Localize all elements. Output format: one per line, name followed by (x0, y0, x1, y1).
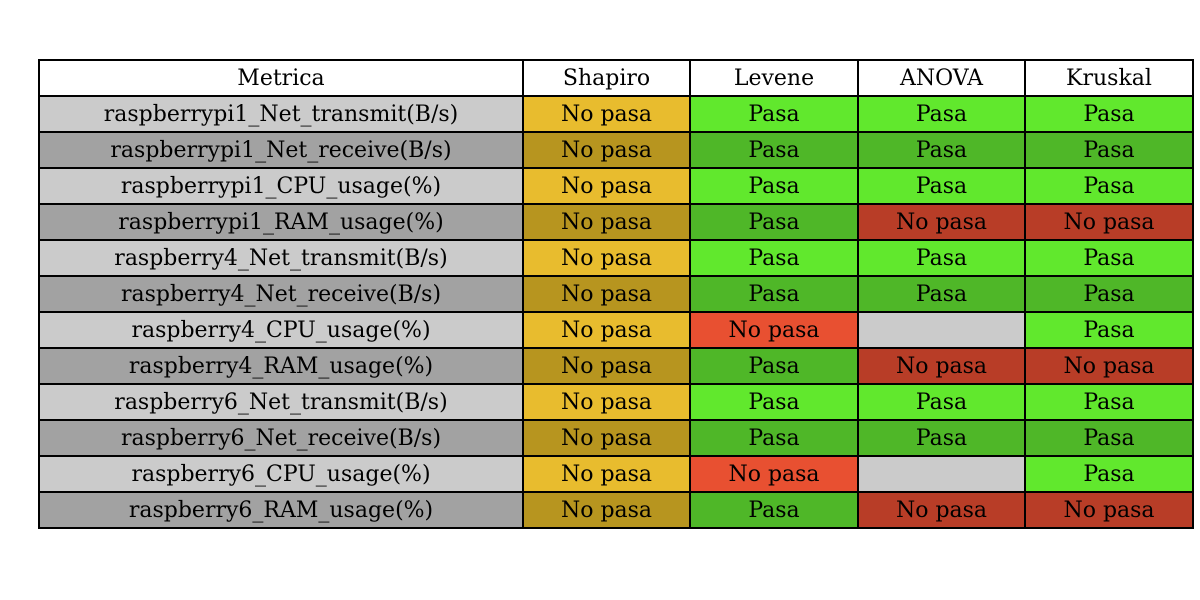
cell-metric: raspberry6_CPU_usage(%) (38, 455, 524, 493)
cell-kruskal: Pasa (1024, 419, 1194, 457)
header-cell-anova: ANOVA (857, 59, 1026, 97)
cell-shapiro: No pasa (522, 455, 691, 493)
cell-levene: No pasa (689, 311, 859, 349)
table-row: raspberry4_CPU_usage(%) No pasa No pasa Pas… (38, 311, 1194, 349)
cell-metric: raspberry6_RAM_usage(%) (38, 491, 524, 529)
cell-kruskal: Pasa (1024, 455, 1194, 493)
table-row: raspberry6_Net_transmit(B/s) No pasa Pasa P… (38, 383, 1194, 421)
cell-levene: Pasa (689, 131, 859, 169)
cell-levene: No pasa (689, 455, 859, 493)
cell-anova: Pasa (857, 383, 1026, 421)
cell-shapiro: No pasa (522, 311, 691, 349)
cell-shapiro: No pasa (522, 203, 691, 241)
cell-metric: raspberry4_RAM_usage(%) (38, 347, 524, 385)
cell-metric: raspberrypi1_Net_transmit(B/s) (38, 95, 524, 133)
table-row: raspberrypi1_Net_transmit(B/s) No pasa Pas… (38, 95, 1194, 133)
cell-levene: Pasa (689, 383, 859, 421)
cell-anova: No pasa (857, 203, 1026, 241)
cell-anova (857, 311, 1026, 349)
cell-metric: raspberrypi1_Net_receive(B/s) (38, 131, 524, 169)
cell-anova: Pasa (857, 167, 1026, 205)
cell-anova: Pasa (857, 419, 1026, 457)
cell-metric: raspberrypi1_RAM_usage(%) (38, 203, 524, 241)
table-row: raspberry4_Net_transmit(B/s) No pasa Pasa P… (38, 239, 1194, 277)
cell-kruskal: No pasa (1024, 203, 1194, 241)
cell-shapiro: No pasa (522, 383, 691, 421)
header-cell-kruskal: Kruskal (1024, 59, 1194, 97)
cell-kruskal: No pasa (1024, 491, 1194, 529)
cell-shapiro: No pasa (522, 347, 691, 385)
cell-kruskal: Pasa (1024, 95, 1194, 133)
cell-shapiro: No pasa (522, 491, 691, 529)
cell-levene: Pasa (689, 95, 859, 133)
cell-kruskal: No pasa (1024, 347, 1194, 385)
cell-levene: Pasa (689, 275, 859, 313)
cell-levene: Pasa (689, 491, 859, 529)
cell-levene: Pasa (689, 203, 859, 241)
cell-anova: No pasa (857, 491, 1026, 529)
table-row: raspberrypi1_CPU_usage(%) No pasa Pasa Pasa… (38, 167, 1194, 205)
table-row: raspberrypi1_RAM_usage(%) No pasa Pasa No p… (38, 203, 1194, 241)
table-row: raspberry4_Net_receive(B/s) No pasa Pasa Pa… (38, 275, 1194, 313)
cell-anova: Pasa (857, 131, 1026, 169)
cell-levene: Pasa (689, 347, 859, 385)
cell-shapiro: No pasa (522, 131, 691, 169)
cell-shapiro: No pasa (522, 239, 691, 277)
cell-metric: raspberry6_Net_transmit(B/s) (38, 383, 524, 421)
cell-levene: Pasa (689, 239, 859, 277)
header-cell-shapiro: Shapiro (522, 59, 691, 97)
cell-kruskal: Pasa (1024, 275, 1194, 313)
cell-anova: No pasa (857, 347, 1026, 385)
table-row: raspberry6_CPU_usage(%) No pasa No pasa Pas… (38, 455, 1194, 493)
cell-kruskal: Pasa (1024, 239, 1194, 277)
cell-shapiro: No pasa (522, 167, 691, 205)
cell-anova: Pasa (857, 275, 1026, 313)
cell-anova: Pasa (857, 95, 1026, 133)
cell-anova (857, 455, 1026, 493)
cell-kruskal: Pasa (1024, 131, 1194, 169)
table-row: raspberry6_Net_receive(B/s) No pasa Pasa Pa… (38, 419, 1194, 457)
results-table: Metrica Shapiro Levene ANOVA Kruskal ras… (38, 59, 1194, 529)
cell-metric: raspberry6_Net_receive(B/s) (38, 419, 524, 457)
cell-metric: raspberry4_CPU_usage(%) (38, 311, 524, 349)
table-row: raspberrypi1_Net_receive(B/s) No pasa Pasa… (38, 131, 1194, 169)
cell-metric: raspberrypi1_CPU_usage(%) (38, 167, 524, 205)
table-row: raspberry4_RAM_usage(%) No pasa Pasa No pas… (38, 347, 1194, 385)
header-cell-levene: Levene (689, 59, 859, 97)
cell-anova: Pasa (857, 239, 1026, 277)
header-row: Metrica Shapiro Levene ANOVA Kruskal (38, 59, 1194, 97)
cell-shapiro: No pasa (522, 275, 691, 313)
cell-shapiro: No pasa (522, 95, 691, 133)
header-cell-metrica: Metrica (38, 59, 524, 97)
cell-kruskal: Pasa (1024, 311, 1194, 349)
cell-metric: raspberry4_Net_transmit(B/s) (38, 239, 524, 277)
table-body: Metrica Shapiro Levene ANOVA Kruskal ras… (38, 59, 1194, 529)
cell-kruskal: Pasa (1024, 383, 1194, 421)
cell-shapiro: No pasa (522, 419, 691, 457)
cell-levene: Pasa (689, 419, 859, 457)
table-row: raspberry6_RAM_usage(%) No pasa Pasa No pas… (38, 491, 1194, 529)
cell-metric: raspberry4_Net_receive(B/s) (38, 275, 524, 313)
cell-kruskal: Pasa (1024, 167, 1194, 205)
cell-levene: Pasa (689, 167, 859, 205)
